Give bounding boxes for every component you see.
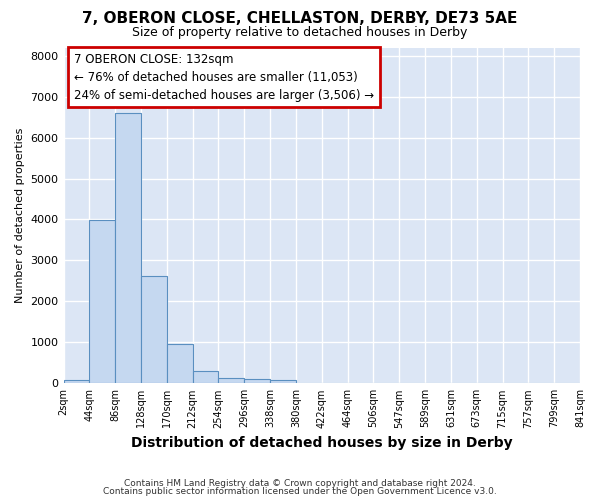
Text: 7, OBERON CLOSE, CHELLASTON, DERBY, DE73 5AE: 7, OBERON CLOSE, CHELLASTON, DERBY, DE73… xyxy=(82,11,518,26)
Bar xyxy=(89,220,115,384)
Text: Size of property relative to detached houses in Derby: Size of property relative to detached ho… xyxy=(133,26,467,39)
Bar xyxy=(115,112,141,384)
Bar xyxy=(244,379,270,384)
Text: Contains public sector information licensed under the Open Government Licence v3: Contains public sector information licen… xyxy=(103,487,497,496)
X-axis label: Distribution of detached houses by size in Derby: Distribution of detached houses by size … xyxy=(131,436,512,450)
Y-axis label: Number of detached properties: Number of detached properties xyxy=(15,128,25,303)
Text: Contains HM Land Registry data © Crown copyright and database right 2024.: Contains HM Land Registry data © Crown c… xyxy=(124,478,476,488)
Bar xyxy=(270,380,296,384)
Bar xyxy=(141,276,167,384)
Bar xyxy=(167,344,193,384)
Text: 7 OBERON CLOSE: 132sqm
← 76% of detached houses are smaller (11,053)
24% of semi: 7 OBERON CLOSE: 132sqm ← 76% of detached… xyxy=(74,52,374,102)
Bar xyxy=(193,371,218,384)
Bar xyxy=(218,378,244,384)
Bar xyxy=(64,380,89,384)
